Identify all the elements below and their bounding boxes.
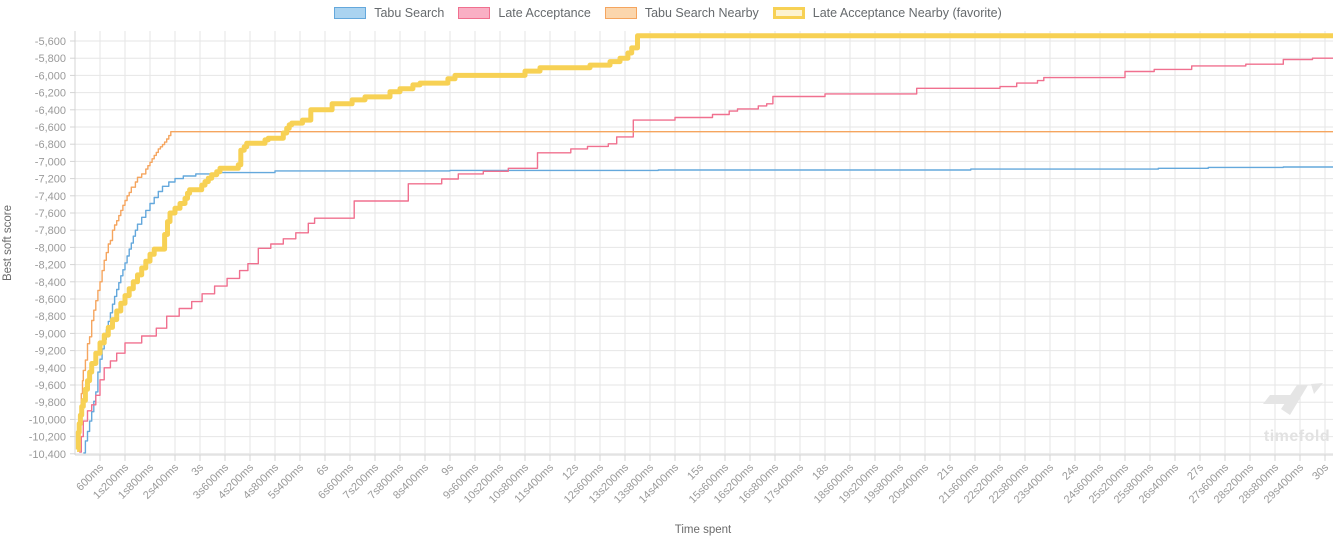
- x-axis-title: Time spent: [674, 524, 732, 536]
- legend-item-tabu-search-nearby[interactable]: Tabu Search Nearby: [604, 6, 759, 20]
- svg-text:-7,600: -7,600: [35, 208, 66, 220]
- svg-text:-7,400: -7,400: [35, 191, 66, 203]
- svg-text:15s: 15s: [685, 461, 706, 482]
- series-line-tabu-search-nearby: [77, 131, 1333, 439]
- legend-swatch-late-acceptance-nearby-favorite-: [772, 7, 805, 19]
- svg-text:9s: 9s: [439, 461, 456, 478]
- svg-text:21s: 21s: [935, 461, 956, 482]
- legend-label: Tabu Search: [374, 6, 445, 20]
- series-line-late-acceptance: [79, 57, 1333, 453]
- svg-text:-8,400: -8,400: [35, 277, 66, 289]
- svg-text:-9,600: -9,600: [35, 380, 66, 392]
- svg-text:-6,000: -6,000: [35, 70, 66, 82]
- svg-text:30s: 30s: [1310, 461, 1331, 482]
- svg-text:18s: 18s: [810, 461, 831, 482]
- svg-text:-6,800: -6,800: [35, 139, 66, 151]
- legend-item-late-acceptance-nearby-favorite-[interactable]: Late Acceptance Nearby (favorite): [772, 6, 1002, 20]
- svg-text:-8,000: -8,000: [35, 242, 66, 254]
- svg-text:-5,800: -5,800: [35, 53, 66, 65]
- svg-text:-10,200: -10,200: [29, 432, 66, 444]
- axis-ticks: [70, 40, 1326, 461]
- svg-text:-7,800: -7,800: [35, 225, 66, 237]
- svg-text:-9,400: -9,400: [35, 363, 66, 375]
- svg-text:27s: 27s: [1185, 461, 1206, 482]
- legend-swatch-tabu-search: [334, 7, 367, 19]
- svg-text:-6,600: -6,600: [35, 122, 66, 134]
- series-line-late-acceptance-nearby-favorite-: [75, 33, 1333, 452]
- svg-text:-10,400: -10,400: [29, 449, 66, 461]
- legend-label: Late Acceptance: [498, 6, 591, 20]
- y-axis-title: Best soft score: [2, 204, 14, 282]
- svg-text:-7,200: -7,200: [35, 174, 66, 186]
- svg-text:-8,200: -8,200: [35, 260, 66, 272]
- svg-text:-6,400: -6,400: [35, 105, 66, 117]
- legend-swatch-tabu-search-nearby: [604, 7, 637, 19]
- svg-text:-9,000: -9,000: [35, 328, 66, 340]
- gridlines: [75, 31, 1333, 455]
- svg-text:-10,000: -10,000: [29, 414, 66, 426]
- svg-text:-8,800: -8,800: [35, 311, 66, 323]
- svg-text:-6,200: -6,200: [35, 88, 66, 100]
- legend-label: Tabu Search Nearby: [644, 6, 759, 20]
- axis-tick-labels: -5,600 -5,800 -6,000 -6,200 -6,400 -6,600 -6,8…: [29, 36, 1332, 506]
- legend-item-late-acceptance[interactable]: Late Acceptance: [458, 6, 591, 20]
- svg-text:6s: 6s: [314, 461, 331, 478]
- svg-text:12s: 12s: [560, 461, 581, 482]
- svg-text:-9,800: -9,800: [35, 397, 66, 409]
- series-line-tabu-search: [83, 166, 1333, 454]
- svg-text:-5,600: -5,600: [35, 36, 66, 48]
- legend-label: Late Acceptance Nearby (favorite): [812, 6, 1002, 20]
- svg-text:-9,200: -9,200: [35, 346, 66, 358]
- svg-text:-7,000: -7,000: [35, 156, 66, 168]
- legend-item-tabu-search[interactable]: Tabu Search: [334, 6, 444, 20]
- legend-swatch-late-acceptance: [458, 7, 491, 19]
- svg-text:3s: 3s: [189, 461, 206, 478]
- svg-text:-8,600: -8,600: [35, 294, 66, 306]
- svg-text:24s: 24s: [1060, 461, 1081, 482]
- chart-legend: Tabu Search Late Acceptance Tabu Search Ne…: [0, 6, 1336, 20]
